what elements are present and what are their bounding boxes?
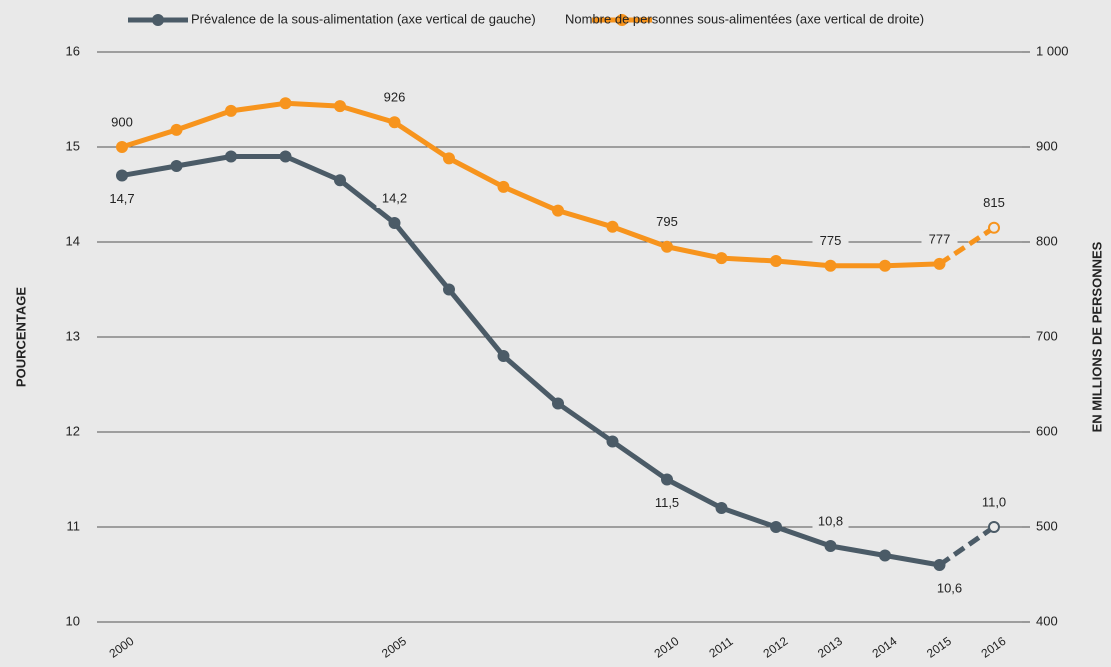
data-point — [661, 473, 673, 486]
label-bg — [921, 580, 958, 598]
x-tick-label: 2015 — [924, 634, 954, 661]
label-bg — [976, 194, 1012, 213]
data-label: 11,5 — [655, 495, 679, 510]
y-tick-label: 13 — [66, 328, 80, 343]
data-label: 14,2 — [382, 190, 407, 205]
label-bg — [104, 190, 140, 209]
data-point — [334, 174, 346, 187]
x-tick-label: 2000 — [107, 634, 137, 661]
data-label: 14,7 — [109, 191, 134, 206]
legend-label: Prévalence de la sous-alimentation (axe … — [191, 11, 536, 26]
data-point — [170, 123, 183, 136]
data-point — [879, 259, 891, 272]
y2-tick-label: 400 — [1036, 613, 1058, 628]
data-point — [552, 397, 564, 410]
series-line — [121, 100, 940, 269]
y-tick-label: 16 — [66, 43, 80, 58]
y2-tick-label: 600 — [1036, 423, 1058, 438]
data-label: 777 — [929, 231, 951, 246]
legend-marker — [152, 14, 164, 26]
data-label: 10,6 — [937, 580, 962, 595]
data-point — [606, 435, 619, 448]
y2-tick-label: 500 — [1036, 518, 1058, 533]
y2-tick-label: 800 — [1036, 233, 1058, 248]
data-point — [116, 169, 128, 182]
data-point — [715, 252, 728, 265]
y-tick-label: 10 — [66, 613, 80, 628]
x-tick-label: 2005 — [379, 634, 409, 661]
x-tick-label: 2012 — [761, 634, 791, 661]
x-tick-label: 2014 — [870, 634, 900, 661]
y-tick-label: 14 — [66, 233, 80, 248]
data-point — [225, 104, 237, 117]
data-point — [933, 559, 946, 571]
data-point — [933, 257, 946, 270]
data-point — [334, 100, 346, 113]
data-point — [879, 549, 891, 562]
data-point — [116, 141, 128, 153]
data-label: 926 — [384, 90, 406, 105]
label-bg — [812, 232, 849, 251]
data-label: 10,8 — [818, 513, 843, 528]
data-point — [497, 180, 510, 193]
data-label: 775 — [820, 233, 842, 248]
data-label: 900 — [111, 114, 133, 129]
data-point — [279, 97, 292, 110]
data-point — [388, 217, 401, 229]
label-bg — [649, 494, 685, 513]
data-label: 11,0 — [982, 494, 1006, 509]
y-tick-label: 15 — [66, 138, 80, 153]
data-point — [443, 283, 455, 296]
data-point — [225, 150, 237, 163]
data-point — [552, 204, 564, 217]
series-line — [121, 154, 940, 568]
data-point — [170, 160, 183, 172]
y2-tick-label: 700 — [1036, 328, 1058, 343]
data-point — [770, 521, 782, 533]
data-label: 815 — [983, 195, 1005, 210]
y2-axis-title: EN MILLIONS DE PERSONNES — [1089, 241, 1104, 432]
data-point — [606, 220, 619, 233]
x-tick-label: 2010 — [652, 634, 682, 661]
data-label: 795 — [656, 214, 678, 229]
label-bg — [376, 190, 413, 208]
label-bg — [104, 114, 140, 132]
y2-tick-label: 900 — [1036, 138, 1058, 153]
y-tick-label: 11 — [67, 518, 81, 533]
legend-label: Nombre de personnes sous-alimentées (axe… — [565, 11, 924, 26]
data-point — [279, 150, 292, 163]
series-line-projected — [938, 225, 996, 266]
data-point — [824, 540, 837, 552]
data-point — [770, 255, 782, 267]
data-point — [988, 521, 1000, 533]
label-bg — [649, 213, 685, 232]
label-bg — [376, 89, 413, 108]
data-point — [824, 259, 837, 272]
data-point — [715, 502, 728, 514]
data-point — [443, 152, 455, 165]
y-axis-title: POURCENTAGE — [13, 287, 28, 387]
label-bg — [976, 494, 1012, 512]
data-point — [497, 350, 510, 362]
series-line-projected — [938, 524, 996, 568]
label-bg — [921, 230, 958, 249]
y2-tick-label: 1 000 — [1036, 43, 1069, 58]
x-tick-label: 2016 — [979, 634, 1009, 661]
data-point — [388, 116, 401, 129]
legend-marker — [616, 14, 628, 26]
x-tick-label: 2013 — [815, 634, 845, 661]
data-point — [988, 221, 1000, 234]
x-tick-label: 2011 — [706, 634, 735, 660]
data-point — [661, 240, 673, 253]
y-tick-label: 12 — [66, 423, 80, 438]
label-bg — [812, 513, 849, 531]
